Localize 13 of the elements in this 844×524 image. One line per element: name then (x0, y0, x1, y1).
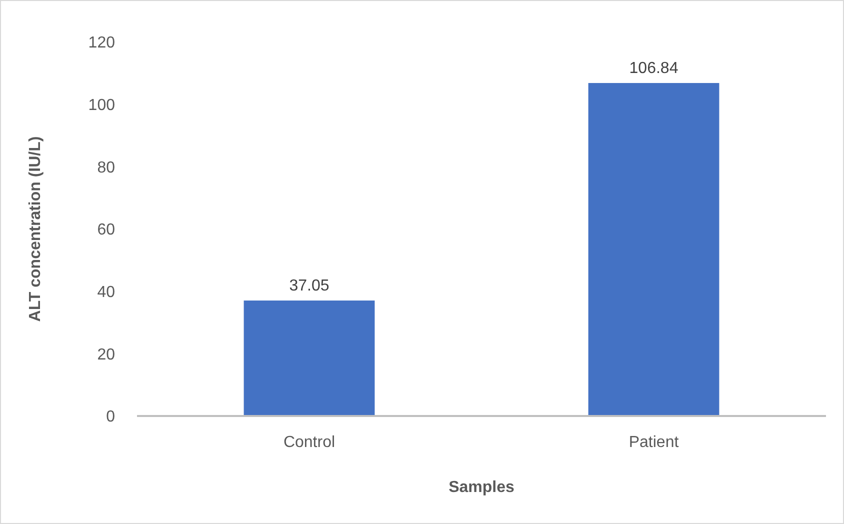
x-tick-label: Control (283, 434, 336, 451)
y-tick-label: 0 (106, 408, 116, 426)
y-tick-label: 120 (88, 34, 116, 52)
y-tick-label: 60 (97, 222, 116, 239)
y-tick-label: 80 (97, 159, 116, 176)
y-tick-label: 20 (97, 346, 116, 364)
y-axis-title: ALT concentration (IU/L) (27, 136, 44, 322)
y-tick-label: 40 (97, 284, 116, 301)
data-label: 37.05 (289, 278, 330, 295)
x-axis-title: Samples (448, 479, 515, 496)
data-label: 106.84 (629, 60, 678, 78)
y-tick-label: 100 (88, 96, 116, 114)
x-tick-label: Patient (628, 434, 680, 451)
